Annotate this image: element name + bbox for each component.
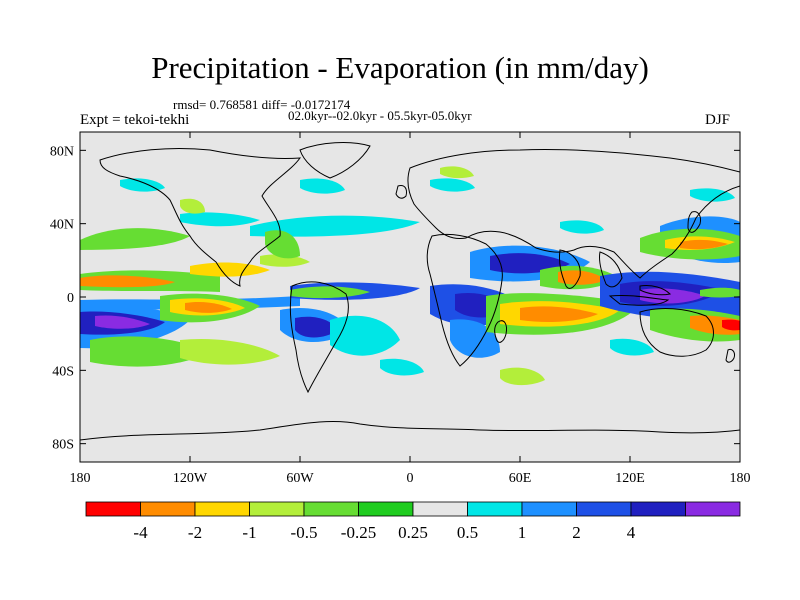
anomaly-region: [180, 338, 280, 365]
colorbar-swatch: [412, 501, 468, 517]
x-tick-label: 60E: [509, 471, 532, 486]
anomaly-field: [80, 166, 740, 386]
anomaly-region: [185, 301, 232, 313]
anomaly-region: [260, 254, 310, 267]
y-tick-label: 80S: [52, 438, 74, 453]
anomaly-region: [80, 275, 175, 288]
colorbar-swatch: [303, 501, 359, 517]
colorbar-label: -0.5: [291, 523, 318, 542]
colorbar-swatch: [685, 501, 741, 517]
colorbar: -4 -2 -1 -0.5 -0.25 0.25 0.5 1 2 4: [85, 501, 741, 542]
colorbar-label: 2: [572, 523, 581, 542]
coastlines: [80, 142, 740, 441]
anomaly-region: [558, 270, 606, 285]
y-axis: 80N 40N 0 40S 80S: [50, 144, 740, 453]
coastline-eurasia: [407, 148, 740, 279]
anomaly-region: [330, 315, 400, 356]
coastline-new-zealand: [725, 349, 735, 363]
colorbar-label: -1: [242, 523, 256, 542]
x-tick-label: 120W: [173, 471, 208, 486]
colorbar-label: -2: [188, 523, 202, 542]
y-tick-label: 80N: [50, 144, 74, 159]
colorbar-label: 4: [627, 523, 636, 542]
season-label: DJF: [705, 112, 731, 128]
anomaly-region: [190, 262, 270, 277]
anomaly-region: [500, 367, 545, 386]
colorbar-swatch: [576, 501, 632, 517]
anomaly-region: [430, 178, 475, 192]
x-tick-label: 120E: [615, 471, 645, 486]
coastline-indonesia: [608, 285, 672, 306]
x-axis: 180 120W 60W 0 60E 120E 180: [70, 132, 751, 486]
coastline-australia: [639, 308, 714, 357]
colorbar-swatch: [249, 501, 305, 517]
coastline-north-america: [99, 147, 302, 287]
anomaly-region: [690, 188, 735, 202]
coastline-antarctica: [80, 421, 740, 441]
y-tick-label: 40N: [50, 218, 74, 233]
coastline-south-america: [289, 281, 349, 394]
colorbar-swatch: [467, 501, 523, 517]
anomaly-region: [680, 239, 728, 250]
colorbar-label: 1: [518, 523, 527, 542]
anomaly-region: [640, 288, 705, 304]
anomaly-region: [290, 286, 370, 299]
anomaly-region: [560, 220, 604, 234]
coastline-madagascar: [494, 320, 507, 343]
coastline-uk: [395, 185, 407, 199]
anomaly-region: [80, 228, 190, 250]
coastline-greenland: [299, 142, 371, 179]
colorbar-swatch: [358, 501, 414, 517]
anomaly-region: [265, 230, 300, 259]
colorbar-swatch: [140, 501, 196, 517]
coastline-japan: [687, 211, 701, 233]
coastline-southeast-asia: [599, 251, 623, 288]
anomaly-region: [610, 338, 654, 356]
anomaly-region: [300, 178, 345, 194]
stats-line: rmsd= 0.768581 diff= -0.0172174: [173, 97, 351, 112]
anomaly-region: [722, 319, 740, 331]
colorbar-swatch: [521, 501, 577, 517]
x-tick-label: 0: [407, 471, 414, 486]
x-tick-label: 180: [730, 471, 751, 486]
anomaly-region: [95, 315, 150, 329]
colorbar-label: -0.25: [341, 523, 376, 542]
anomaly-region: [180, 198, 205, 214]
anomaly-region: [380, 358, 424, 376]
anomaly-region: [520, 306, 598, 322]
anomaly-region: [250, 215, 420, 237]
anomaly-region: [180, 212, 260, 227]
anomaly-region: [700, 287, 740, 298]
x-tick-label: 60W: [286, 471, 314, 486]
coastline-africa: [426, 233, 503, 367]
colorbar-label: 0.5: [457, 523, 478, 542]
y-tick-label: 40S: [52, 364, 74, 379]
map-title: Precipitation - Evaporation (in mm/day): [151, 50, 649, 85]
colorbar-label: 0.25: [398, 523, 428, 542]
colorbar-swatch: [85, 501, 141, 517]
colorbar-swatch: [194, 501, 250, 517]
x-tick-label: 180: [70, 471, 91, 486]
period-line: 02.0kyr--02.0kyr - 05.5kyr-05.0kyr: [288, 108, 472, 123]
y-tick-label: 0: [67, 291, 74, 306]
experiment-label: Expt = tekoi-tekhi: [80, 112, 190, 128]
colorbar-swatch: [630, 501, 686, 517]
anomaly-region: [295, 316, 338, 338]
coastline-india: [559, 249, 581, 289]
anomaly-region: [440, 166, 474, 179]
anomaly-region: [120, 178, 165, 192]
colorbar-label: -4: [133, 523, 148, 542]
